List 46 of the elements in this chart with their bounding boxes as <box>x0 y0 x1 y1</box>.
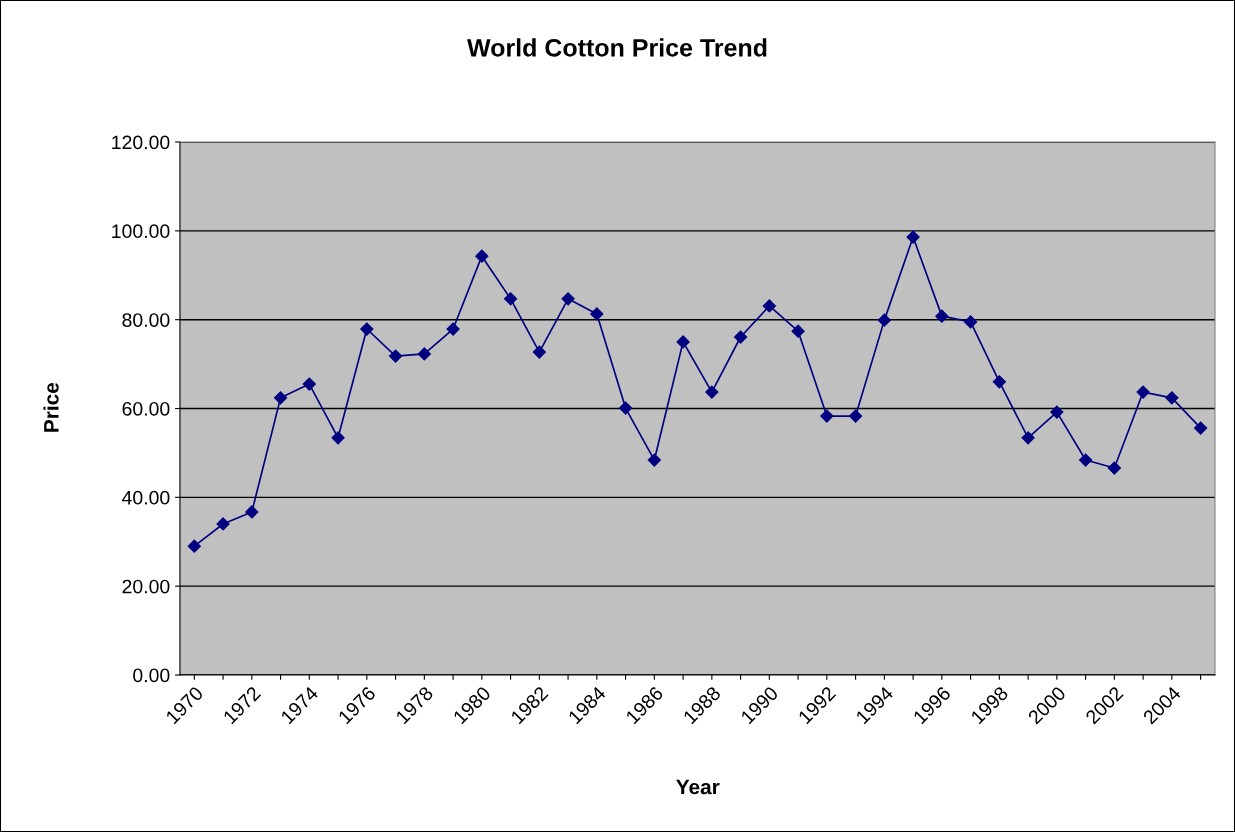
point <box>475 249 489 263</box>
point <box>1079 453 1093 467</box>
y-tick-label: 20.00 <box>122 579 170 594</box>
point <box>762 299 776 313</box>
point <box>187 539 201 553</box>
point <box>1021 431 1035 445</box>
chart-title: World Cotton Price Trend <box>467 38 767 57</box>
point <box>935 309 949 323</box>
y-tick-label: 60.00 <box>122 401 170 416</box>
point <box>647 453 661 467</box>
y-tick-label: 100.00 <box>112 224 170 239</box>
point <box>446 322 460 336</box>
point <box>1107 461 1121 475</box>
point <box>705 385 719 399</box>
point <box>1194 421 1208 435</box>
y-tick-label: 120.00 <box>112 135 170 150</box>
point <box>964 315 978 329</box>
point <box>791 324 805 338</box>
point <box>618 401 633 415</box>
point <box>388 349 403 363</box>
point <box>849 409 863 423</box>
point <box>992 375 1006 389</box>
point <box>331 431 345 445</box>
point <box>503 292 518 306</box>
point <box>820 409 834 423</box>
point <box>1136 385 1150 399</box>
point <box>877 313 891 327</box>
point <box>561 292 575 306</box>
point <box>906 230 920 244</box>
y-axis-title: Price <box>43 382 59 432</box>
y-tick-label: 80.00 <box>122 313 170 327</box>
point <box>734 330 748 344</box>
y-tick-label: 40.00 <box>122 490 170 505</box>
point <box>1050 405 1064 419</box>
point <box>245 505 259 519</box>
y-tick-label: 0.00 <box>133 668 170 683</box>
point <box>590 307 604 321</box>
point <box>273 391 288 405</box>
point <box>302 377 316 391</box>
point <box>360 322 374 336</box>
point <box>216 517 230 531</box>
point <box>676 335 690 349</box>
point <box>1165 391 1179 405</box>
point <box>532 345 546 359</box>
point <box>417 347 431 361</box>
x-axis-title: Year <box>676 779 720 795</box>
